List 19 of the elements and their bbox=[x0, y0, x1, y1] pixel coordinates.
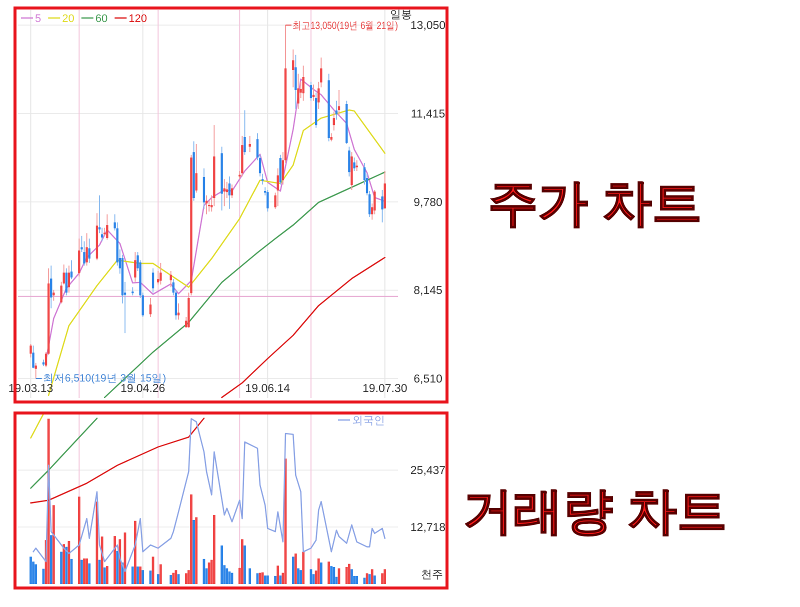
chart-subtitle: 일봉 bbox=[390, 9, 412, 21]
x-tick-label: 19.07.30 bbox=[362, 383, 408, 395]
y-tick-label: 25,437 bbox=[410, 465, 446, 478]
y-axis-title: 천주 bbox=[421, 569, 443, 581]
text: 거래량 차트 bbox=[463, 483, 727, 539]
y-tick-label: 8,145 bbox=[414, 285, 442, 298]
x-tick-label: 19.04.26 bbox=[120, 383, 166, 395]
legend-label: 외국인 bbox=[352, 415, 385, 427]
y-tick-label: 9,780 bbox=[414, 196, 442, 209]
y-tick-label: 11,415 bbox=[410, 108, 446, 120]
text: 주가 차트 bbox=[488, 175, 702, 231]
y-tick-label: 13,050 bbox=[410, 20, 446, 32]
y-tick-label: 6,510 bbox=[414, 374, 442, 386]
legend-label: 120 bbox=[128, 13, 147, 25]
y-tick-label: 12,718 bbox=[410, 522, 446, 534]
legend-label: 20 bbox=[62, 13, 74, 25]
x-tick-label: 19.06.14 bbox=[245, 383, 291, 395]
legend-label: 60 bbox=[95, 13, 108, 25]
legend-label: 5 bbox=[35, 13, 42, 25]
